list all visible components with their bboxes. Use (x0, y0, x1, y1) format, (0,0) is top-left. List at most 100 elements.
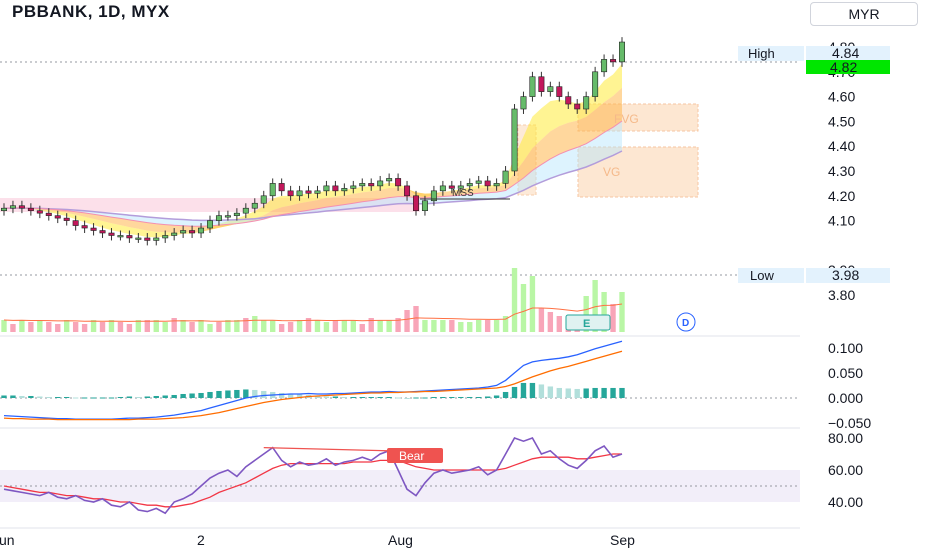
macd-histogram-bar (386, 396, 392, 398)
candle (9, 205, 16, 209)
candle (520, 96, 527, 110)
candle (260, 195, 267, 204)
last-price-badge (806, 60, 890, 74)
macd-histogram-bar (64, 396, 70, 398)
macd-histogram-bar (126, 396, 133, 398)
volume-bar (431, 320, 437, 332)
candle (63, 217, 70, 221)
volume-bar (37, 320, 43, 332)
vg-label: VG (603, 165, 620, 179)
macd-histogram-bar (565, 388, 571, 398)
candle (296, 190, 303, 197)
volume-bar (386, 320, 392, 332)
macd-histogram-bar (431, 396, 437, 398)
macd-histogram-bar (216, 390, 222, 398)
macd-histogram-bar (207, 391, 213, 398)
macd-histogram-bar (198, 392, 204, 398)
candle (386, 178, 393, 182)
macd-histogram-bar (458, 396, 464, 398)
rsi-tick-label: 60.00 (828, 462, 863, 478)
candle (117, 235, 124, 238)
volume-bar (538, 308, 545, 332)
fvg-label: FVG (614, 112, 639, 126)
macd-histogram-bar (171, 394, 177, 398)
candle (341, 188, 348, 192)
volume-bar (252, 316, 258, 332)
macd-histogram-bar (511, 386, 518, 398)
macd-histogram-bar (404, 398, 410, 399)
volume-bar (234, 320, 240, 332)
macd-histogram-bar (592, 387, 598, 398)
bear-label: Bear (399, 449, 424, 463)
macd-histogram-bar (350, 396, 356, 398)
candle (45, 212, 52, 216)
chart-title: PBBANK, 1D, MYX (12, 2, 170, 21)
volume-bar (476, 320, 482, 332)
ema-ribbon (4, 87, 622, 233)
macd-histogram-bar (278, 392, 285, 398)
macd-histogram-bar (81, 397, 88, 399)
dividend-marker: D (676, 312, 696, 332)
currency-button[interactable]: MYR (810, 2, 918, 26)
volume-bar (225, 320, 231, 332)
volume-bar (502, 316, 509, 332)
volume-bar (404, 310, 410, 332)
volume-bar (493, 320, 500, 332)
volume-bar (108, 320, 115, 332)
volume-bar (323, 322, 330, 332)
candle (207, 220, 213, 229)
earnings-label: E (583, 318, 590, 330)
candle (135, 237, 142, 240)
macd-histogram-bar (574, 388, 580, 398)
candle (457, 185, 464, 189)
macd-histogram-bar (395, 397, 401, 399)
volume-bar (287, 322, 294, 332)
volume-bar (28, 322, 34, 332)
macd-histogram-bar (601, 387, 607, 398)
x-tick-label: Jun (0, 532, 15, 548)
dividend-badge (676, 312, 696, 332)
macd-tick-label: −0.050 (828, 415, 871, 431)
volume-bar (162, 322, 168, 332)
macd-histogram-bar (341, 396, 348, 398)
candle (350, 185, 357, 189)
candle (466, 183, 473, 187)
macd-histogram-bar (538, 384, 545, 398)
volume-bar (19, 320, 25, 332)
signal-line (3, 350, 623, 421)
macd-histogram-bar (55, 396, 61, 398)
macd-histogram-bar (440, 396, 446, 398)
volume-bar (126, 324, 133, 332)
candle (251, 202, 258, 209)
candle (171, 232, 178, 236)
candle (18, 205, 25, 209)
macd-histogram-bar (493, 395, 500, 398)
macd-histogram-bar (10, 395, 16, 398)
candle (413, 195, 419, 211)
low-value-badge (806, 268, 890, 283)
candle (332, 185, 339, 192)
macd-histogram-bar (243, 389, 249, 398)
volume-bar (189, 322, 195, 332)
candle (144, 237, 151, 241)
candle (198, 227, 205, 234)
volume-ma (3, 303, 623, 322)
candle (377, 180, 384, 187)
macd-histogram-bar (180, 393, 186, 398)
volume-bar (261, 320, 267, 332)
macd-histogram-bar (72, 397, 79, 399)
candle (404, 185, 411, 197)
volume-bar (484, 320, 491, 332)
candle (547, 86, 554, 92)
candle (189, 230, 196, 234)
volume-bar (368, 318, 374, 332)
volume-bar (529, 276, 536, 332)
macd-histogram-bar (556, 387, 562, 398)
candle (162, 235, 169, 239)
macd-histogram-bar (189, 393, 195, 398)
candle (287, 190, 294, 197)
price-tick-label: 4.30 (828, 163, 855, 179)
macd-histogram-bar (135, 396, 142, 398)
price-tick-label: 4.50 (828, 113, 855, 129)
